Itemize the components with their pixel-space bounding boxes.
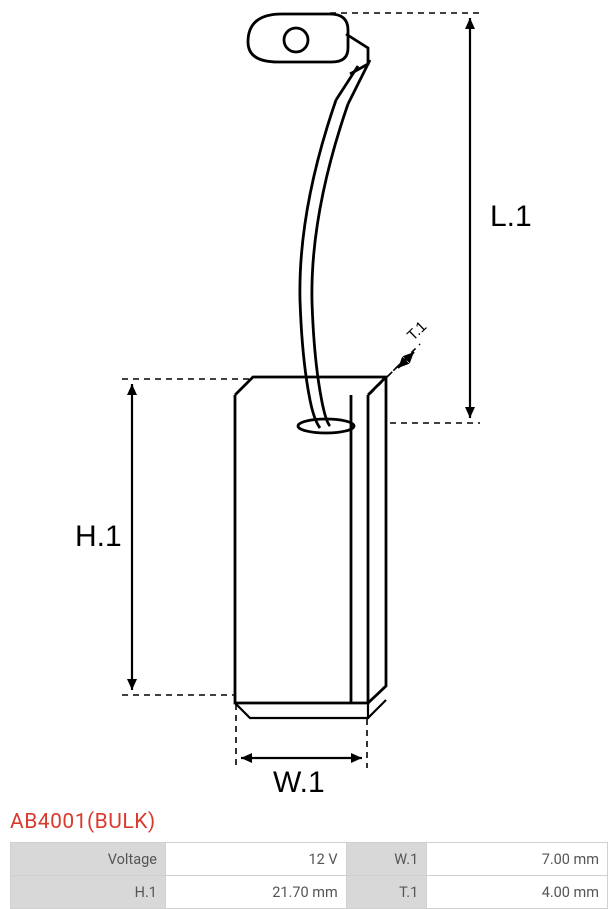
terminal-lug-icon [248,14,368,74]
label-w1: W.1 [273,766,325,800]
brush-body-icon [235,377,386,718]
cell-value: 4.00 mm [427,876,608,909]
brush-diagram [0,0,608,800]
cell-value: 12 V [165,843,346,876]
label-h1: H.1 [75,520,122,554]
table-row: H.1 21.70 mm T.1 4.00 mm [11,876,608,909]
dimension-t1 [398,352,414,368]
product-title: AB4001(BULK) [10,810,156,834]
cell-label: T.1 [346,876,427,909]
spec-table: Voltage 12 V W.1 7.00 mm H.1 21.70 mm T.… [10,842,608,909]
cell-label: W.1 [346,843,427,876]
cell-value: 21.70 mm [165,876,346,909]
cell-label: Voltage [11,843,166,876]
cell-value: 7.00 mm [427,843,608,876]
cell-label: H.1 [11,876,166,909]
label-l1: L.1 [490,200,532,234]
table-row: Voltage 12 V W.1 7.00 mm [11,843,608,876]
